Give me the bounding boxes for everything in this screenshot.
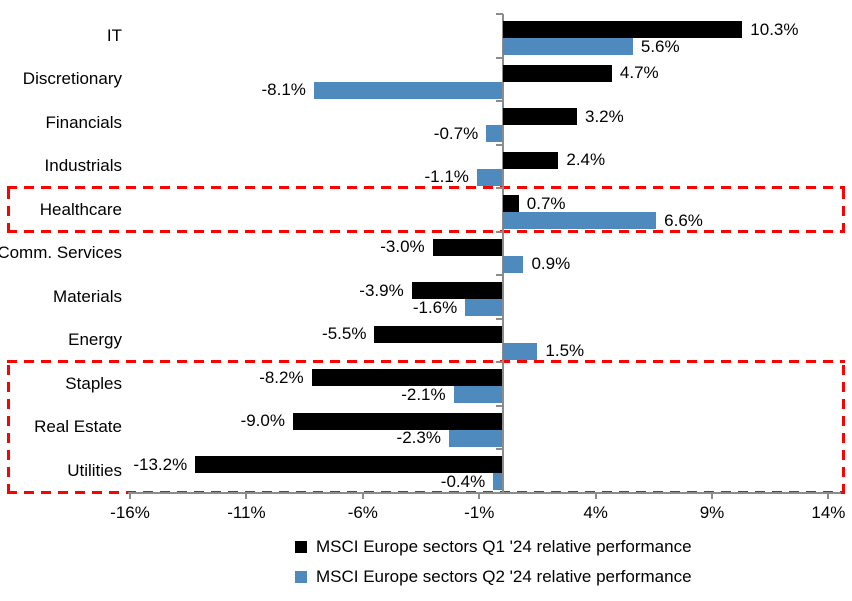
bar-q2-utilities: [493, 473, 503, 490]
value-axis-tick: [827, 492, 830, 499]
category-label-staples: Staples: [65, 373, 122, 393]
value-axis-line: [128, 491, 841, 494]
bar-q2-it: [502, 38, 633, 55]
category-axis-tick: [495, 56, 503, 59]
value-label-q2-healthcare: 6.6%: [664, 210, 703, 230]
category-axis-tick: [495, 491, 503, 494]
value-label-q1-energy: -5.5%: [322, 324, 367, 343]
value-label-q1-staples: -8.2%: [259, 367, 304, 387]
highlight-box-2-right-edge: [842, 360, 845, 494]
category-axis-tick: [495, 274, 503, 276]
category-axis-tick: [495, 361, 503, 363]
value-axis-label-11: -11%: [227, 502, 266, 522]
value-axis-label-4: 4%: [583, 502, 608, 522]
bar-q2-discretionary: [313, 81, 503, 99]
category-label-comm-services: Comm. Services: [0, 243, 122, 263]
category-axis-tick: [495, 448, 503, 450]
category-label-discretionary: Discretionary: [22, 69, 122, 89]
value-label-q2-it: 5.6%: [640, 36, 680, 56]
bar-q2-energy: [502, 342, 538, 360]
category-axis-tick: [495, 317, 503, 320]
value-axis-label-14: 14%: [811, 502, 846, 522]
value-label-q1-discretionary: 4.7%: [619, 63, 659, 82]
category-axis-tick: [495, 143, 503, 146]
value-axis-tick: [478, 492, 481, 499]
value-label-q2-staples: -2.1%: [401, 384, 446, 404]
value-label-q2-energy: 1.5%: [545, 341, 585, 360]
bar-q1-industrials: [502, 151, 559, 169]
value-label-q1-comm-services: -3.0%: [380, 237, 425, 256]
value-axis-label-9: 9%: [699, 502, 725, 522]
bar-q1-real-estate: [292, 412, 503, 430]
bar-q1-healthcare: [502, 195, 519, 212]
value-label-q1-it: 10.3%: [750, 19, 799, 39]
value-axis-tick: [245, 492, 248, 499]
value-axis-tick: [594, 492, 597, 499]
category-axis-tick: [495, 100, 503, 102]
category-axis-line: [501, 14, 504, 493]
value-axis-tick: [129, 492, 132, 499]
category-label-healthcare: Healthcare: [39, 199, 122, 219]
category-label-it: IT: [106, 25, 122, 45]
bar-q2-healthcare: [502, 212, 657, 229]
highlight-box-1: [7, 186, 845, 233]
highlight-box-2-top-edge: [7, 360, 845, 363]
value-label-q1-financials: 3.2%: [584, 106, 624, 126]
value-axis-label-16: -16%: [110, 502, 150, 522]
value-label-q2-financials: -0.7%: [433, 123, 479, 143]
bar-q2-industrials: [476, 168, 503, 186]
bar-q1-utilities: [195, 456, 503, 473]
category-label-real-estate: Real Estate: [34, 417, 122, 437]
value-label-q1-real-estate: -9.0%: [240, 411, 285, 430]
bar-q2-real-estate: [448, 429, 503, 447]
value-label-q1-utilities: -13.2%: [133, 454, 188, 474]
legend-item-q2: MSCI Europe sectors Q2 '24 relative perf…: [295, 567, 692, 587]
value-label-q1-healthcare: 0.7%: [526, 193, 566, 213]
bar-q1-comm-services: [432, 238, 503, 256]
value-label-q2-utilities: -0.4%: [440, 471, 486, 491]
category-label-industrials: Industrials: [44, 156, 122, 176]
category-label-materials: Materials: [53, 286, 122, 306]
category-label-financials: Financials: [45, 112, 122, 132]
category-axis-tick: [495, 13, 503, 15]
bar-q1-energy: [374, 325, 503, 343]
category-label-utilities: Utilities: [67, 460, 122, 480]
legend-swatch-q1-icon: [295, 541, 307, 553]
category-label-energy: Energy: [68, 330, 122, 350]
value-axis-label-1: -1%: [464, 502, 495, 522]
category-axis-tick: [495, 230, 503, 233]
value-axis-tick: [361, 492, 364, 499]
category-axis-tick: [495, 187, 503, 189]
bar-q1-staples: [311, 369, 503, 386]
bar-q1-materials: [411, 282, 503, 299]
value-axis-label-6: -6%: [347, 502, 378, 522]
bar-q1-financials: [502, 108, 577, 125]
value-label-q2-industrials: -1.1%: [424, 167, 469, 186]
value-label-q2-materials: -1.6%: [412, 297, 458, 317]
bar-q2-comm-services: [502, 255, 524, 273]
value-label-q1-materials: -3.9%: [359, 280, 404, 300]
bar-q2-staples: [453, 386, 503, 403]
value-label-q1-industrials: 2.4%: [566, 150, 606, 169]
value-label-q2-comm-services: 0.9%: [531, 254, 571, 273]
legend-label-q2: MSCI Europe sectors Q2 '24 relative perf…: [316, 567, 692, 586]
legend-label-q1: MSCI Europe sectors Q1 '24 relative perf…: [316, 537, 692, 556]
legend-item-q1: MSCI Europe sectors Q1 '24 relative perf…: [295, 537, 692, 557]
bar-q2-materials: [465, 299, 503, 316]
value-axis-tick: [711, 492, 714, 499]
highlight-box-1-right-edge: [842, 186, 845, 233]
bar-q1-discretionary: [502, 64, 612, 82]
legend-swatch-q2-icon: [295, 571, 307, 583]
value-label-q2-real-estate: -2.3%: [396, 428, 441, 447]
highlight-box-1-bottom-edge: [7, 229, 845, 233]
value-label-q2-discretionary: -8.1%: [261, 80, 306, 99]
category-axis-tick: [495, 404, 503, 407]
bar-q1-it: [502, 21, 743, 38]
bar-q2-financials: [486, 125, 503, 142]
